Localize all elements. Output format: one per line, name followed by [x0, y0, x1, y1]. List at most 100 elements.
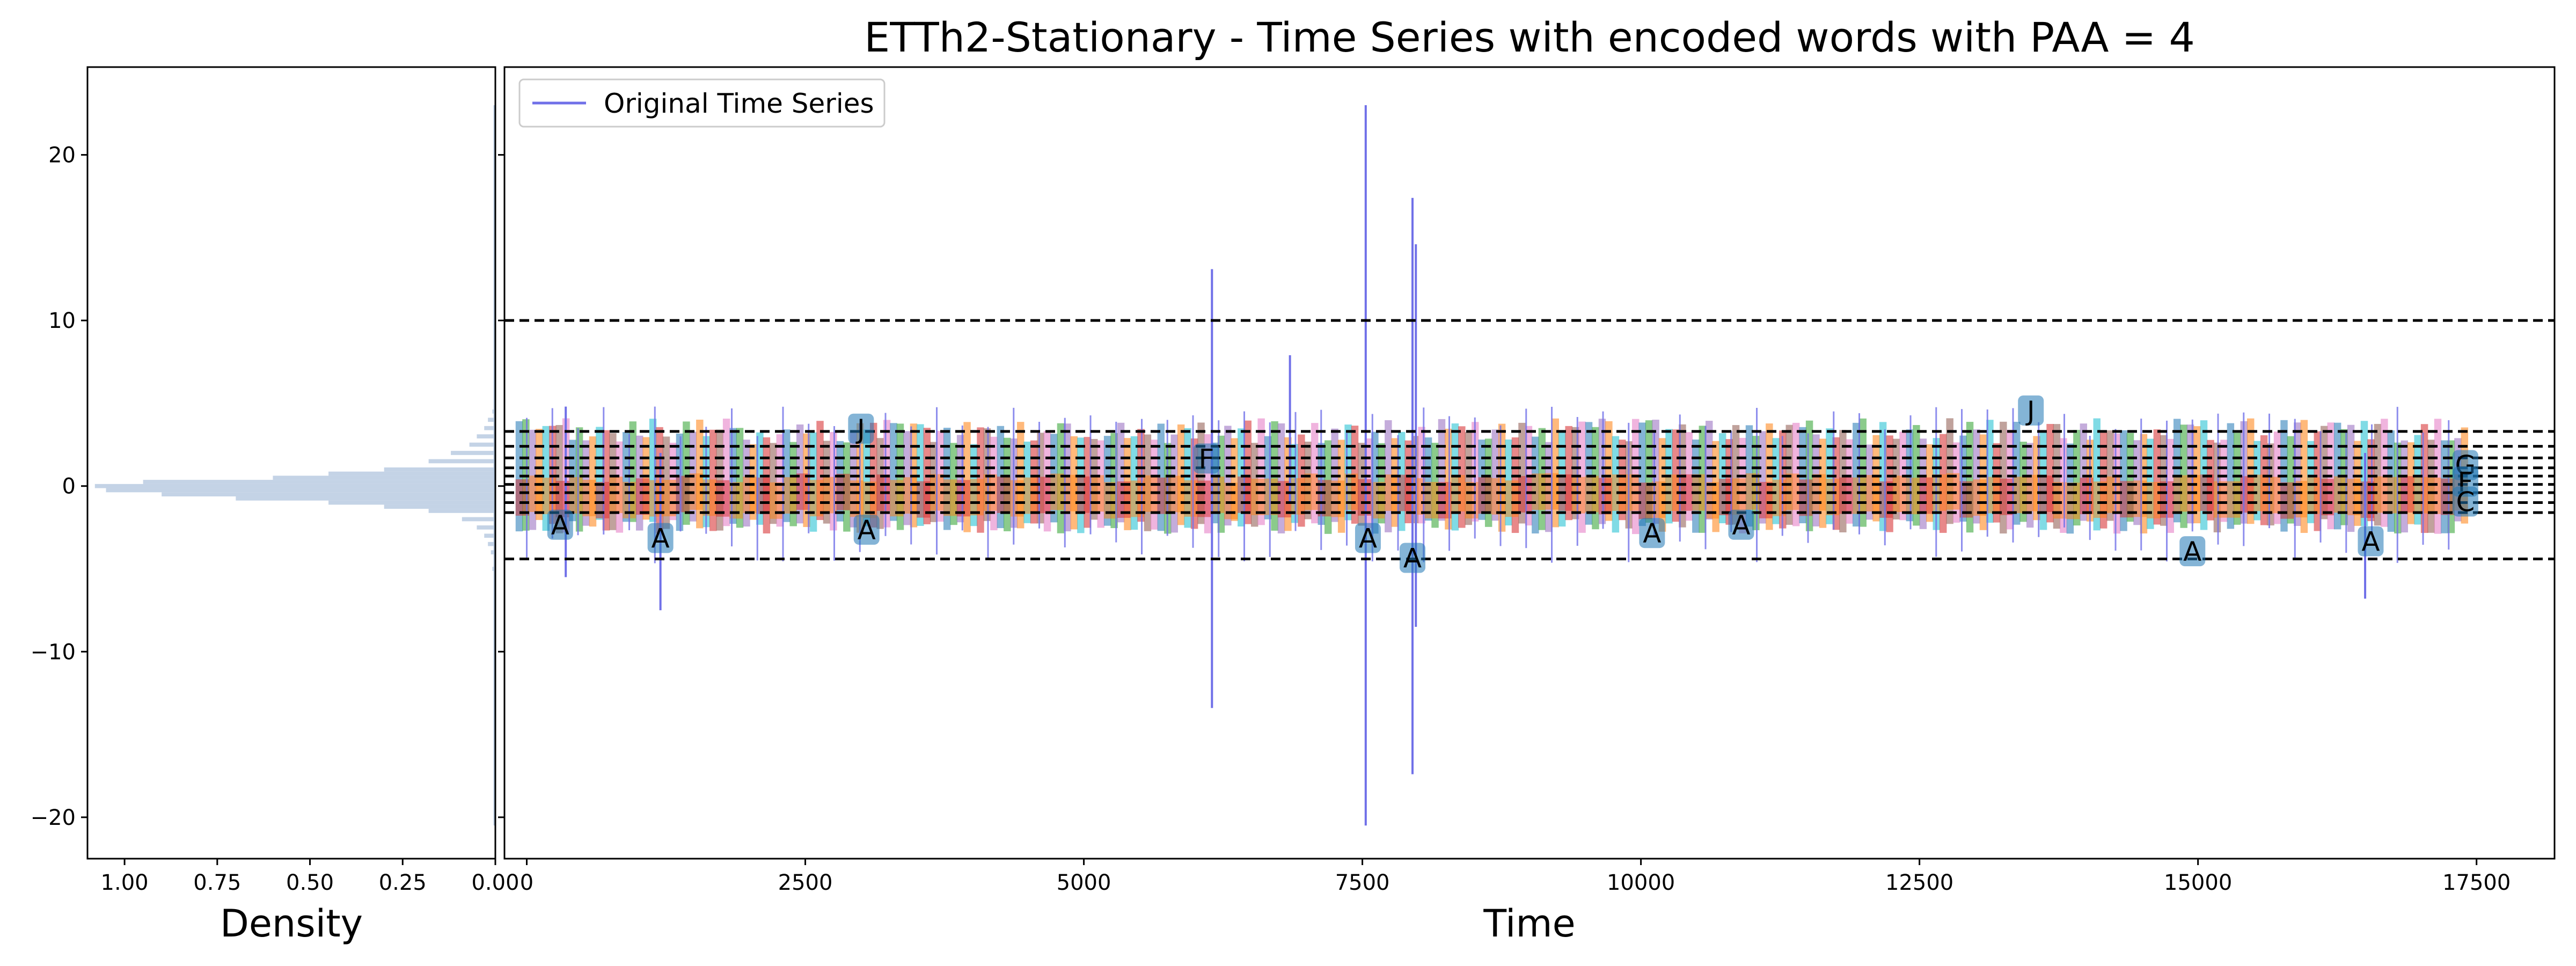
encoded-word-core — [2106, 476, 2120, 513]
histogram-bar — [451, 451, 495, 455]
encoded-letter: J — [855, 414, 865, 445]
encoded-word-core — [1839, 477, 1853, 514]
encoded-word-core — [1919, 477, 1933, 514]
histogram-bar — [236, 496, 495, 501]
x-tick-label: 0.25 — [379, 870, 427, 895]
encoded-word-core — [890, 480, 904, 517]
encoded-word-core — [2013, 477, 2026, 514]
histogram-bar — [477, 525, 495, 530]
encoded-word-core — [1331, 480, 1345, 517]
y-tick-label: −10 — [31, 640, 76, 664]
letter-box — [1639, 518, 1665, 548]
y-tick-label: −20 — [31, 806, 76, 830]
histogram-x-ticks: 1.00 0.75 0.50 0.25 0.00 — [101, 859, 519, 895]
histogram-bar — [484, 426, 495, 430]
encoded-word-core — [903, 477, 917, 514]
letter-box — [2018, 395, 2044, 426]
encoded-letter: A — [1732, 510, 1750, 541]
histogram-bar — [273, 475, 495, 480]
encoded-word-segment — [1498, 423, 1506, 532]
breakpoint-lines — [504, 319, 2555, 560]
encoded-word-core — [1986, 477, 2000, 514]
histogram-y-ticks: 20 10 0 −10 −20 — [31, 143, 87, 830]
encoded-word-core — [1184, 480, 1198, 517]
time-x-ticks: 0 2500 5000 7500 10000 12500 15000 17500 — [520, 859, 2511, 895]
encoded-letter: A — [2361, 526, 2380, 558]
encoded-word-core — [956, 480, 970, 517]
encoded-word-core — [1478, 477, 1492, 514]
encoded-word-core — [2133, 480, 2147, 517]
encoded-word-core — [2414, 477, 2428, 514]
encoded-word-core — [1010, 480, 1024, 517]
encoded-word-core — [2307, 477, 2321, 514]
encoded-word-segment — [2347, 425, 2355, 532]
histogram-bar — [469, 442, 495, 447]
histogram-bar — [162, 492, 495, 496]
encoded-word-core — [2240, 476, 2254, 513]
encoded-letter: A — [1643, 518, 1661, 549]
encoded-word-core — [2401, 476, 2414, 513]
encoded-word-core — [1157, 477, 1171, 514]
histogram-bar — [462, 517, 495, 522]
histogram-bar — [384, 467, 495, 472]
encoded-word-core — [1023, 477, 1037, 514]
histogram-bar — [106, 488, 495, 493]
letter-box — [1193, 443, 1219, 474]
histogram-bar — [328, 500, 495, 505]
histogram-bar — [491, 550, 495, 554]
legend-box — [518, 78, 885, 128]
encoded-word-core — [850, 480, 863, 517]
letter-box — [647, 523, 674, 553]
x-tick-label: 17500 — [2442, 870, 2511, 895]
histogram-bar — [328, 471, 495, 476]
x-tick-label: 15000 — [2164, 870, 2232, 895]
encoded-word-core — [1518, 476, 1532, 513]
encoded-letter: F — [1199, 443, 1214, 474]
letter-box — [853, 515, 880, 545]
encoded-word-core — [1571, 477, 1585, 514]
encoded-word-core — [2374, 476, 2388, 513]
encoded-word-core — [1318, 480, 1331, 517]
histogram-bar — [477, 434, 495, 438]
y-tick-label: 20 — [48, 143, 76, 168]
letter-box — [1355, 523, 1381, 553]
x-tick-label: 0 — [520, 870, 533, 895]
x-tick-label: 0.75 — [193, 870, 241, 895]
encoded-word-core — [2427, 477, 2441, 514]
letter-box — [1728, 509, 1754, 540]
encoded-letter: A — [858, 515, 876, 546]
encoded-word-core — [743, 477, 757, 514]
letter-box — [2358, 526, 2384, 557]
encoded-letter: A — [652, 523, 670, 554]
encoded-letter: C — [2456, 487, 2475, 518]
encoded-word-core — [756, 477, 770, 514]
encoded-letter: A — [1403, 543, 1422, 574]
histogram-bar — [488, 541, 495, 546]
encoded-letter: A — [1359, 523, 1377, 554]
histogram-bar — [94, 484, 495, 488]
encoded-word-band — [515, 418, 2469, 535]
x-tick-label: 7500 — [1335, 870, 1390, 895]
letter-box — [1400, 543, 1426, 573]
letter-box — [2179, 536, 2206, 567]
encoded-word-core — [662, 480, 676, 516]
legend: Original Time Series — [518, 78, 885, 128]
encoded-word-segment — [2000, 421, 2007, 534]
time-y-ticks — [498, 154, 504, 818]
encoded-word-core — [1211, 476, 1225, 513]
encoded-word-core — [569, 477, 583, 514]
encoded-word-core — [1505, 480, 1519, 517]
encoded-word-core — [2387, 477, 2401, 514]
histogram-frame — [86, 66, 496, 860]
histogram-bar — [143, 480, 495, 484]
encoded-word-core — [582, 480, 596, 516]
encoded-letter: A — [551, 510, 569, 541]
encoded-word-core — [2333, 476, 2347, 513]
histogram-x-axis-label: Density — [220, 902, 363, 946]
x-tick-label: 10000 — [1607, 870, 1675, 895]
encoded-word-core — [1197, 480, 1211, 517]
letter-box — [848, 413, 874, 444]
